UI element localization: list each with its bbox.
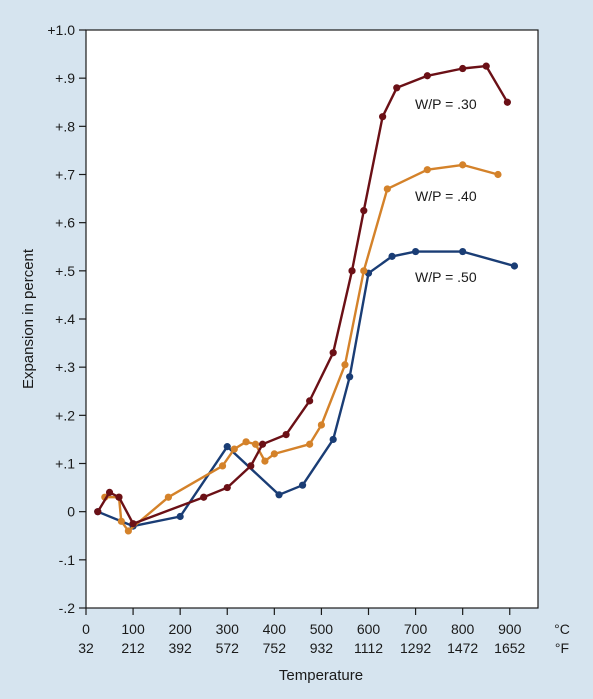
x-tick-label-fahrenheit: 932 <box>310 640 334 656</box>
x-tick-label-celsius: 0 <box>82 621 90 637</box>
data-point <box>124 527 132 535</box>
data-point <box>306 397 314 405</box>
data-point <box>341 361 349 369</box>
x-tick-label-fahrenheit: 392 <box>168 640 192 656</box>
data-point <box>411 247 420 256</box>
data-point <box>346 373 354 381</box>
data-point <box>383 185 391 193</box>
data-point <box>317 421 326 429</box>
y-axis-title: Expansion in percent <box>20 248 37 389</box>
data-point <box>282 431 290 439</box>
y-tick-label: -.1 <box>59 552 76 568</box>
y-tick-label: +.7 <box>55 167 75 183</box>
celsius-unit-label: °C <box>554 621 570 637</box>
x-tick-label-fahrenheit: 1652 <box>494 640 525 656</box>
y-tick-label: 0 <box>67 504 75 520</box>
data-point <box>482 62 490 70</box>
data-point <box>423 72 431 80</box>
series-label: W/P = .30 <box>415 96 477 112</box>
x-tick-label-celsius: 400 <box>263 621 287 637</box>
series-layer <box>94 62 519 535</box>
series-0 <box>94 62 511 528</box>
x-tick-label-fahrenheit: 32 <box>78 640 94 656</box>
y-tick-label: +.9 <box>55 70 75 86</box>
y-tick-label: +.8 <box>55 118 75 134</box>
data-point <box>393 84 401 92</box>
y-tick-label: +.2 <box>55 407 75 423</box>
x-tick-label-fahrenheit: 212 <box>121 640 145 656</box>
data-point <box>230 445 238 453</box>
x-tick-label-celsius: 200 <box>168 621 192 637</box>
data-point <box>218 462 227 470</box>
data-point <box>129 520 137 528</box>
x-tick-label-fahrenheit: 1292 <box>400 640 431 656</box>
data-point <box>200 493 208 501</box>
y-tick-label: +.3 <box>55 359 75 375</box>
data-point <box>348 267 356 275</box>
x-tick-label-celsius: 300 <box>216 621 240 637</box>
data-point <box>223 483 231 492</box>
y-tick-label: +.4 <box>55 311 75 327</box>
x-axis-title: Temperature <box>279 667 363 684</box>
data-point <box>270 450 278 458</box>
data-point <box>117 517 125 525</box>
y-tick-label: +.1 <box>55 456 75 472</box>
data-point <box>242 438 250 446</box>
data-point <box>329 349 337 357</box>
series-labels: W/P = .30 W/P = .40 W/P = .50 <box>415 96 477 285</box>
x-tick-label-fahrenheit: 752 <box>263 640 287 656</box>
data-point <box>94 508 102 516</box>
x-tick-label-fahrenheit: 572 <box>216 640 240 656</box>
data-point <box>306 440 314 448</box>
x-axis: 0 32 100 212 200 392 300 572 400 752 500 932 600 1112… <box>78 608 526 656</box>
data-point <box>115 493 123 501</box>
y-axis: +1.0 +.9 +.8 +.7 +.6 +.5 +.4 +.3 +.2 +.1 0 -.1 -.2 <box>47 22 86 616</box>
x-tick-label-celsius: 500 <box>310 621 334 637</box>
data-point <box>275 491 283 499</box>
x-tick-label-celsius: 700 <box>404 621 428 637</box>
x-tick-label-celsius: 900 <box>498 621 522 637</box>
series-label: W/P = .40 <box>415 188 477 204</box>
data-point <box>261 457 269 465</box>
data-point <box>379 113 387 121</box>
data-point <box>459 64 467 73</box>
data-point <box>164 493 172 501</box>
x-tick-label-fahrenheit: 1112 <box>354 640 383 656</box>
data-point <box>360 207 368 215</box>
series-label: W/P = .50 <box>415 269 477 285</box>
x-tick-label-celsius: 600 <box>357 621 381 637</box>
x-tick-label-celsius: 800 <box>451 621 475 637</box>
data-point <box>423 166 431 174</box>
data-point <box>494 170 502 179</box>
y-tick-label: +.5 <box>55 263 75 279</box>
y-tick-label: +.6 <box>55 215 75 231</box>
data-point <box>459 161 467 169</box>
data-point <box>298 481 307 489</box>
data-point <box>258 440 267 448</box>
plot-area <box>85 29 539 609</box>
data-point <box>503 98 511 106</box>
y-tick-label: +1.0 <box>47 22 75 38</box>
data-point <box>388 252 396 260</box>
series-1 <box>101 161 502 535</box>
data-point <box>459 247 467 256</box>
fahrenheit-unit-label: °F <box>555 640 569 656</box>
data-point <box>329 435 337 444</box>
data-point <box>360 267 368 275</box>
data-point <box>176 512 184 521</box>
data-point <box>223 443 231 451</box>
y-tick-label: -.2 <box>59 600 76 616</box>
x-tick-label-celsius: 100 <box>121 621 145 637</box>
data-point <box>105 488 114 496</box>
data-point <box>510 262 519 270</box>
data-point <box>251 440 260 448</box>
x-tick-label-fahrenheit: 1472 <box>447 640 478 656</box>
data-point <box>247 462 255 470</box>
